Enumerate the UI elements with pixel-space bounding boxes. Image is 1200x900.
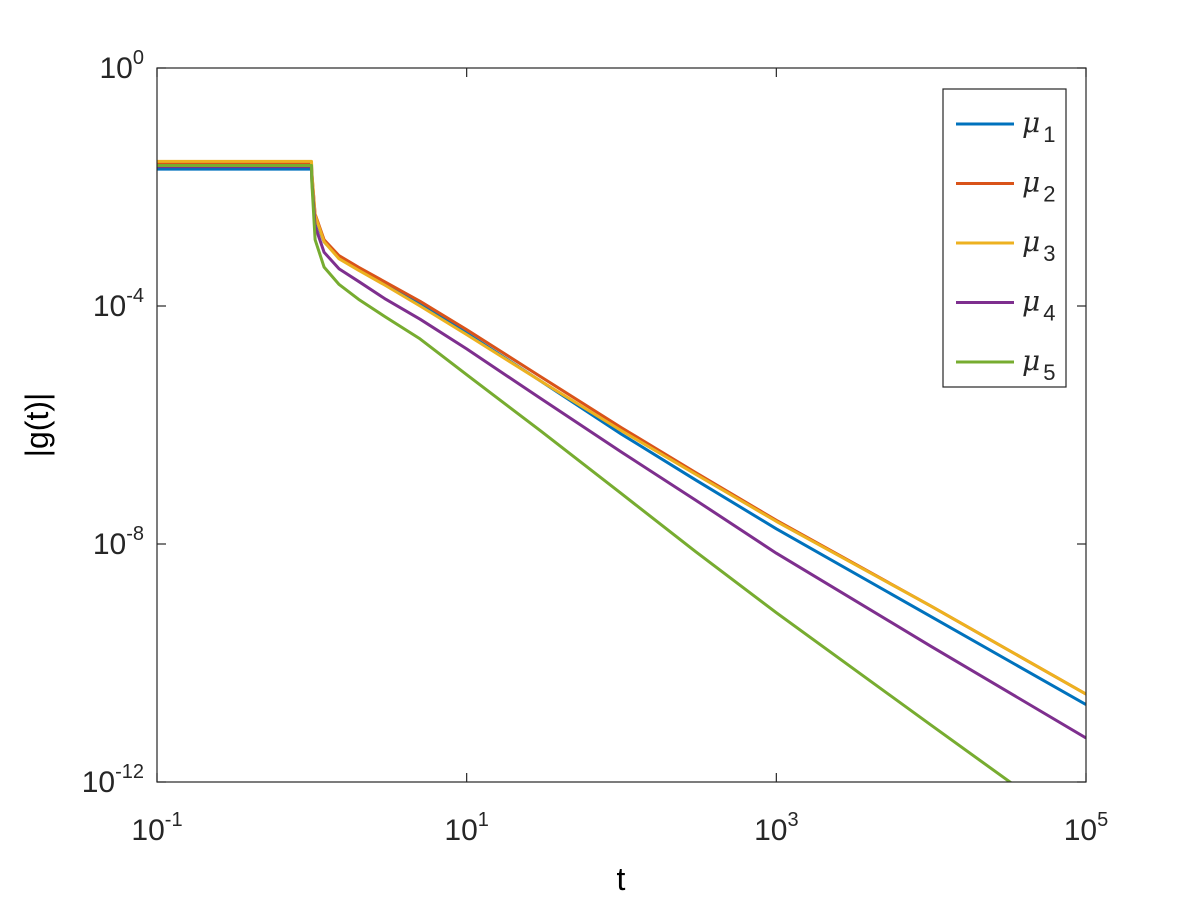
- y-tick-label-0: 100: [100, 47, 145, 85]
- series-layer: [157, 159, 1086, 782]
- plot-frame: [156, 67, 1087, 783]
- x-tick-label-1: 101: [444, 809, 489, 847]
- legend-items: μ 1 μ 2 μ 3 μ 4 μ 5: [956, 106, 1055, 385]
- x-axis-label: t: [617, 861, 626, 897]
- y-tick-label-2: 10-8: [93, 523, 144, 561]
- legend-box: [942, 88, 1067, 388]
- y-tick-label-1: 10-4: [93, 285, 144, 323]
- x-tick-label-2: 103: [754, 809, 799, 847]
- series-line-5: [157, 163, 1013, 782]
- y-tick-label-3: 10-12: [82, 761, 144, 799]
- legend: μ 1 μ 2 μ 3 μ 4 μ 5: [942, 88, 1067, 388]
- x-tick-label-0: 10-1: [131, 809, 182, 847]
- x-tick-label-3: 105: [1064, 809, 1109, 847]
- tick-layer: 10-1 101 103 105 100 10-4 10-8 10-12: [82, 47, 1109, 847]
- y-axis-label: |g(t)|: [19, 393, 55, 458]
